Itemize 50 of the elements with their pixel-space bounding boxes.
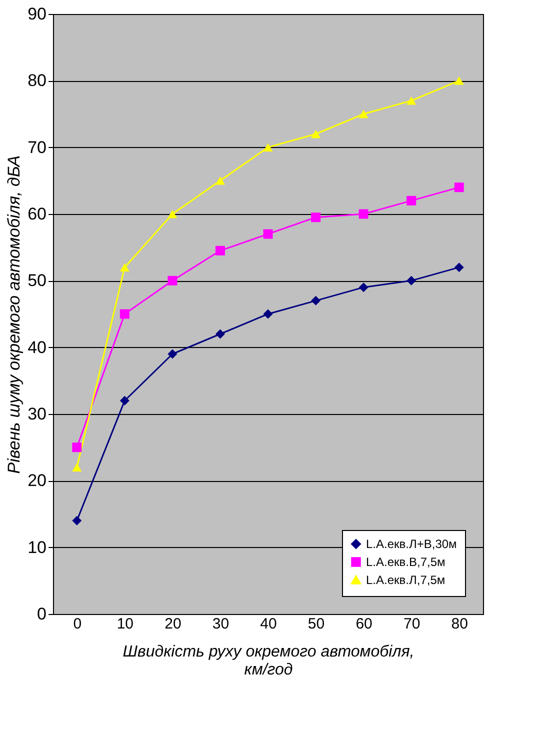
point: [168, 210, 178, 218]
point: [263, 229, 273, 239]
point: [72, 442, 82, 452]
x-tick-label: 50: [308, 616, 325, 632]
x-tick-label: 70: [403, 616, 420, 632]
point: [311, 296, 321, 306]
point: [406, 96, 416, 105]
point: [215, 176, 225, 185]
point: [406, 276, 416, 286]
x-axis-title: Швидкість руху окремого автомобіля, км/год: [122, 644, 414, 678]
y-tick-label: 20: [28, 471, 46, 490]
y-tick-label: 90: [28, 4, 46, 24]
point: [358, 110, 368, 118]
point: [120, 309, 130, 319]
y-tick-label: 40: [28, 338, 46, 357]
point: [263, 309, 273, 319]
point: [311, 212, 321, 222]
x-tick-label: 80: [451, 616, 468, 632]
x-tick-label: 0: [73, 616, 82, 632]
y-tick-label: 60: [28, 204, 46, 224]
legend-label: L.А.екв.Л,7,5м: [366, 573, 446, 587]
y-tick-label: 30: [28, 404, 46, 424]
legend-label: L.А.екв.Л+В,30м: [366, 537, 457, 551]
point: [72, 516, 82, 526]
point: [358, 209, 368, 219]
point: [168, 276, 178, 286]
legend-label: L.А.екв.В,7,5м: [366, 555, 446, 569]
y-axis-title: Рівень шуму окремого автомобіля, дБА: [4, 155, 24, 474]
point: [72, 463, 82, 472]
point: [168, 349, 178, 359]
point: [215, 246, 225, 256]
point: [454, 262, 464, 272]
y-tick-label: 70: [28, 138, 46, 157]
point: [215, 329, 225, 339]
y-tick-label: 80: [28, 71, 46, 90]
point: [120, 263, 130, 272]
point: [120, 396, 130, 406]
point: [311, 130, 321, 138]
x-tick-label: 60: [356, 616, 372, 632]
point: [406, 196, 416, 206]
x-tick-label: 30: [212, 616, 230, 632]
x-tick-label: 10: [116, 616, 134, 632]
point: [454, 182, 464, 192]
y-tick-label: 50: [28, 271, 46, 290]
point: [358, 282, 368, 292]
point: [454, 76, 464, 85]
x-tick-label: 40: [260, 616, 277, 632]
y-tick-label: 10: [28, 538, 46, 557]
point: [263, 143, 273, 152]
x-tick-label: 20: [164, 616, 182, 632]
